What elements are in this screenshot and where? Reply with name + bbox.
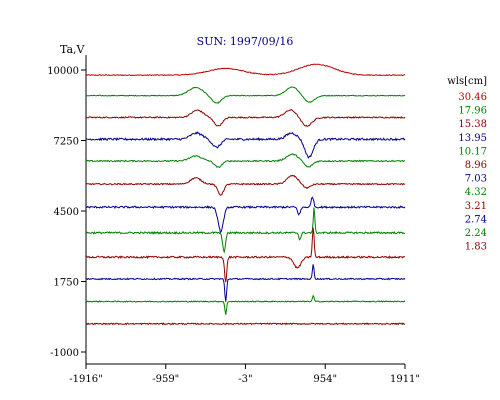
legend-entry: 13.95 [458, 133, 487, 144]
legend-entry: 2.74 [465, 214, 487, 225]
x-tick-label: -959" [152, 374, 179, 385]
legend-entry: 30.46 [458, 92, 487, 103]
series-line-10.17 [85, 153, 406, 169]
x-tick-label: 1911" [390, 374, 420, 385]
y-tick-label: -1000 [50, 348, 79, 359]
y-axis-label: Ta,V [60, 43, 86, 56]
x-tick-label: -3" [238, 374, 252, 385]
series-line-3.21 [85, 227, 406, 283]
series-line-4.32 [85, 207, 406, 254]
chart-title: SUN: 1997/09/16 [197, 35, 294, 48]
series-line-13.95 [85, 131, 406, 159]
y-tick-label: 7250 [54, 137, 79, 148]
series-line-1.83 [85, 322, 406, 326]
series-line-30.46 [85, 63, 406, 77]
y-tick-label: 10000 [47, 66, 79, 77]
x-tick-label: 954" [313, 374, 337, 385]
legend-entry: 15.38 [458, 119, 487, 130]
series-line-2.24 [85, 294, 406, 315]
y-tick-label: 1750 [54, 278, 79, 289]
series-line-8.96 [85, 174, 406, 196]
legend-entry: 10.17 [458, 146, 487, 157]
legend-entry: 1.83 [465, 242, 487, 253]
legend-entry: 4.32 [465, 187, 487, 198]
x-tick-label: -1916" [69, 374, 102, 385]
series-line-15.38 [85, 108, 406, 127]
legend-entry: 2.24 [465, 228, 487, 239]
series-line-2.74 [86, 264, 406, 302]
series-group [85, 63, 406, 326]
legend: 30.46 17.96 15.38 13.95 10.17 8.96 7.03 4.32 3.2… [458, 92, 487, 253]
legend-entry: 8.96 [465, 160, 487, 171]
y-tick-label: 4500 [54, 207, 79, 218]
legend-entry: 7.03 [465, 174, 487, 185]
legend-entry: 3.21 [465, 201, 487, 212]
axis-ticks: -1916" -959" -3" 954" 1911" 10000 7250 4500 1750… [47, 66, 420, 385]
series-line-17.96 [85, 86, 406, 104]
legend-title: wls[cm] [447, 76, 487, 87]
series-line-7.03 [85, 196, 406, 234]
legend-entry: 17.96 [458, 106, 487, 117]
